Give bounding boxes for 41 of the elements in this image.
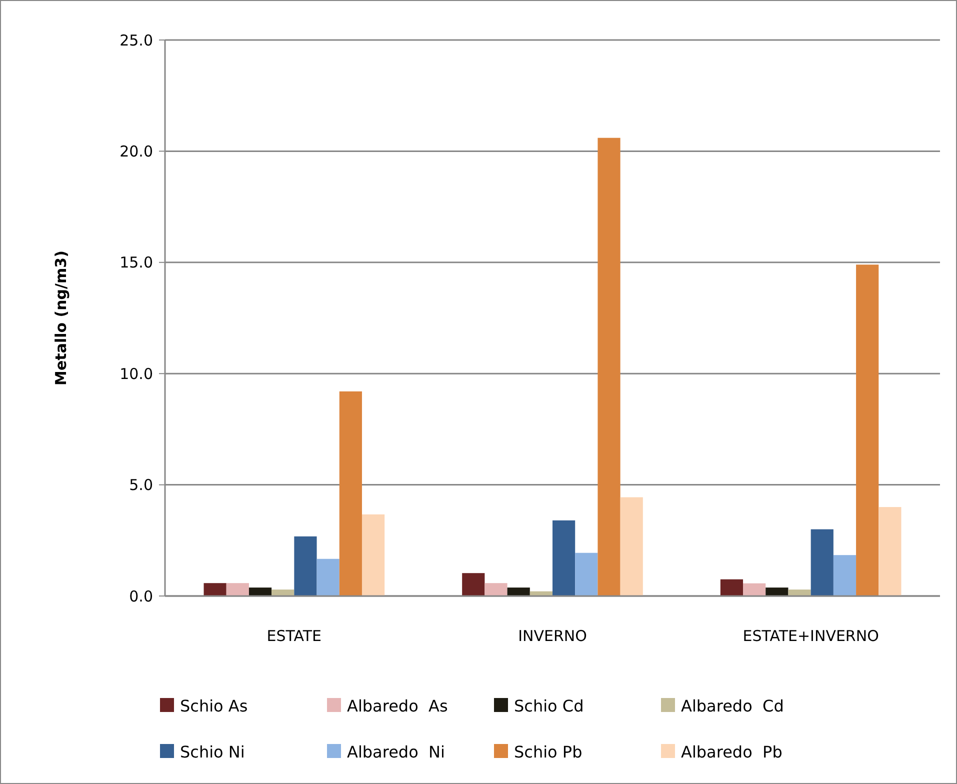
x-tick-label: INVERNO [518, 627, 587, 645]
legend-label: Schio As [180, 696, 248, 716]
bar [316, 558, 340, 596]
bar [878, 507, 902, 596]
bar [810, 529, 834, 596]
x-tick-label: ESTATE [266, 627, 322, 645]
y-tick-label: 0.0 [129, 587, 153, 606]
legend-label: Schio Cd [514, 696, 584, 716]
legend-label: Albaredo Pb [681, 742, 782, 762]
bar [204, 583, 226, 596]
bar [833, 555, 856, 596]
bar [743, 583, 766, 596]
y-axis-title: Metallo (ng/m3) [52, 250, 70, 386]
y-tick-label: 5.0 [129, 476, 153, 494]
y-tick-label: 15.0 [120, 254, 153, 272]
bar [294, 536, 317, 596]
bar [226, 583, 249, 596]
bar [484, 583, 508, 596]
y-tick-label: 10.0 [120, 364, 153, 383]
bar [575, 552, 598, 596]
legend-label: Schio Pb [514, 742, 582, 762]
bar [766, 588, 788, 596]
y-tick-label: 20.0 [120, 142, 153, 160]
x-tick-label: ESTATE+INVERNO [742, 627, 879, 645]
bar [552, 520, 576, 596]
bar [339, 391, 362, 596]
bar [720, 579, 744, 596]
bar [598, 138, 620, 596]
bar [788, 590, 811, 596]
bar [507, 588, 530, 596]
legend-label: Albaredo As [347, 696, 448, 716]
legend-label: Albaredo Ni [347, 742, 445, 762]
bar [272, 590, 294, 596]
bar [620, 497, 643, 596]
legend-label: Albaredo Cd [681, 696, 784, 716]
legend-label: Schio Ni [180, 742, 245, 762]
bar [462, 573, 485, 596]
bar [362, 514, 385, 596]
bar [856, 264, 879, 596]
y-tick-label: 25.0 [120, 31, 153, 50]
bar [248, 588, 272, 596]
